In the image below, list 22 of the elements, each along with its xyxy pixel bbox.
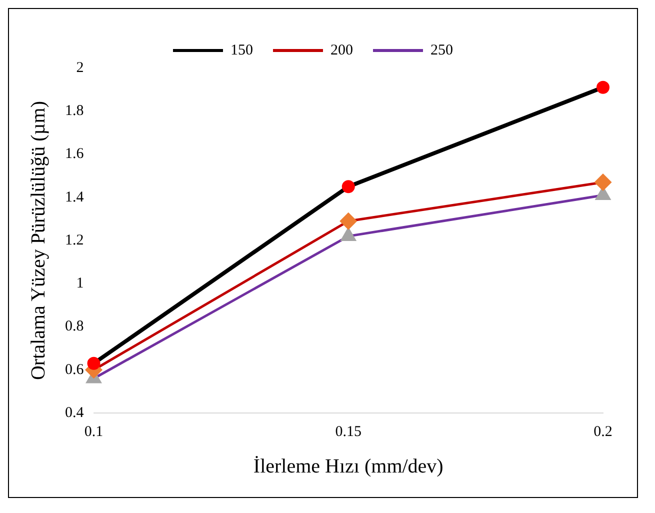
y-tick-label: 0.6 — [65, 362, 84, 378]
y-axis-title: Ortalama Yüzey Pürüzlülüğü (µm) — [27, 100, 50, 380]
legend-label: 250 — [430, 42, 453, 58]
point — [596, 80, 610, 94]
point — [87, 356, 100, 370]
y-tick-label: 1 — [76, 276, 84, 292]
point — [594, 174, 612, 191]
x-axis-title: İlerleme Hızı (mm/dev) — [253, 455, 444, 478]
y-tick-label: 1.8 — [65, 103, 84, 120]
y-tick-label: 2 — [76, 60, 84, 76]
y-tick-label: 1.6 — [65, 146, 84, 162]
legend-label: 200 — [330, 42, 353, 58]
x-tick-label: 0.15 — [335, 424, 362, 440]
x-tick-label: 0.2 — [594, 424, 612, 440]
y-tick-label: 1.2 — [65, 232, 84, 248]
x-tick-label: 0.1 — [84, 424, 104, 440]
y-tick-label: 1.4 — [65, 189, 84, 206]
y-tick-label: 0.4 — [65, 404, 84, 421]
point — [340, 212, 357, 230]
point — [342, 180, 355, 194]
y-tick-label: 0.8 — [65, 318, 84, 335]
legend-label: 150 — [230, 42, 253, 58]
